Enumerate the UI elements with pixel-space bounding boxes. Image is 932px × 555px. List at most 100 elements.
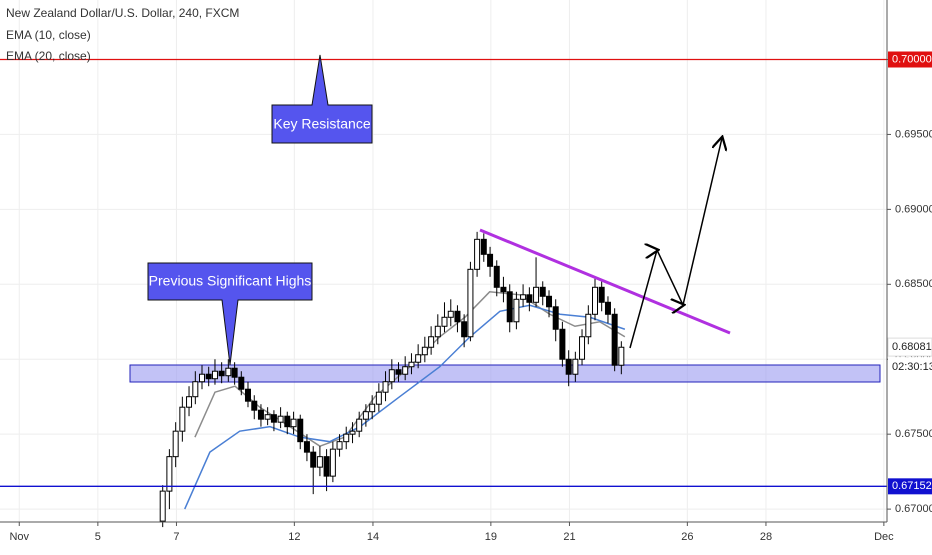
candle-body [428, 336, 435, 348]
legend-entry: EMA (20, close) [6, 49, 91, 63]
candle-body [211, 370, 218, 380]
candle-body [565, 358, 572, 375]
candle-body [172, 430, 179, 458]
callout-box [147, 262, 313, 366]
candle-body [539, 286, 546, 297]
candle-body [316, 456, 323, 468]
callout-box [271, 54, 373, 144]
candle-body [199, 373, 206, 383]
candle-body [520, 294, 527, 300]
candle-body [225, 367, 232, 377]
support-zone [129, 364, 881, 383]
candle-body [343, 433, 350, 443]
candle-body [231, 367, 238, 378]
candle-body [244, 388, 251, 402]
countdown-box [888, 357, 932, 376]
candle-body [513, 298, 520, 323]
candle-body [395, 369, 402, 375]
candle-body [441, 316, 448, 327]
y-tick-label: 0.69000 [895, 203, 932, 215]
y-tick-label: 0.69500 [895, 128, 932, 140]
axes: 0.670000.675000.680000.685000.690000.695… [9, 51, 932, 543]
candle-body [329, 448, 336, 477]
x-tick-label: Nov [9, 531, 29, 543]
candle-body [251, 400, 258, 411]
candle-body [159, 490, 166, 522]
price-label: 0.67152 [892, 480, 932, 492]
candle-body [506, 291, 513, 323]
candle-body [487, 253, 494, 267]
x-tick-label: 7 [173, 531, 179, 543]
candle-body [579, 336, 586, 360]
candle-body [277, 415, 284, 423]
candle-body [382, 381, 389, 393]
candle-body [192, 381, 199, 398]
y-tick-label: 0.68500 [895, 278, 932, 290]
x-tick-label: 14 [367, 531, 379, 543]
candle-body [408, 361, 415, 368]
countdown: 02:30:13 [892, 361, 932, 373]
candle-body [179, 406, 186, 432]
candle-body [303, 441, 310, 453]
x-tick-label: 19 [485, 531, 497, 543]
candle-body [611, 313, 618, 366]
candle-body [604, 301, 611, 315]
candle-body [205, 373, 212, 380]
candle-body [238, 376, 245, 390]
candle-body [454, 310, 461, 323]
candle-body [598, 286, 605, 303]
candle-body [270, 414, 277, 423]
candle-body [559, 328, 566, 360]
candle-body [284, 415, 291, 428]
callout-text: Previous Significant Highs [149, 273, 312, 289]
candle-body [415, 354, 422, 363]
candle-body [585, 313, 592, 338]
candle-body [356, 418, 363, 432]
candle-body [526, 294, 533, 303]
x-tick-label: Dec [874, 531, 894, 543]
candle-body [310, 451, 317, 468]
candle-body [297, 418, 304, 443]
candle-body [480, 238, 487, 255]
candle-body [447, 310, 454, 318]
x-tick-label: 12 [288, 531, 300, 543]
price-label: 0.70000 [892, 53, 932, 65]
x-tick-label: 21 [563, 531, 575, 543]
candle-body [375, 391, 382, 405]
legend-entry: EMA (10, close) [6, 28, 91, 42]
candle-body [546, 295, 553, 308]
candle-body [349, 430, 356, 435]
candle-body [421, 346, 428, 356]
candle-body [218, 370, 225, 377]
trendline [479, 228, 731, 335]
candle-body [461, 321, 468, 338]
y-tick-label: 0.67000 [895, 503, 932, 515]
callout-text: Key Resistance [273, 116, 370, 132]
ema-line [184, 304, 626, 510]
candle-body [388, 369, 395, 383]
candle-body [166, 456, 173, 492]
legend-title: New Zealand Dollar/U.S. Dollar, 240, FXC… [6, 6, 239, 20]
candle-body [186, 396, 193, 408]
candle-body [362, 411, 369, 420]
y-tick-label: 0.67500 [895, 428, 932, 440]
candle-body [402, 366, 409, 375]
price-label-box [888, 478, 932, 495]
candle-body [290, 418, 297, 428]
candle-body [592, 286, 599, 315]
last-price-label: 0.68081 [892, 341, 932, 353]
candle-body [618, 346, 625, 366]
candle-body [467, 268, 474, 338]
candle-body [500, 286, 507, 293]
candle-body [369, 403, 376, 413]
candle-body [323, 456, 330, 477]
candle-body [257, 409, 264, 420]
candle-body [533, 286, 540, 303]
last-price-box [887, 337, 932, 357]
candle-body [434, 325, 441, 338]
x-tick-label: 5 [95, 531, 101, 543]
x-tick-label: 26 [681, 531, 693, 543]
candle-body [474, 238, 481, 270]
